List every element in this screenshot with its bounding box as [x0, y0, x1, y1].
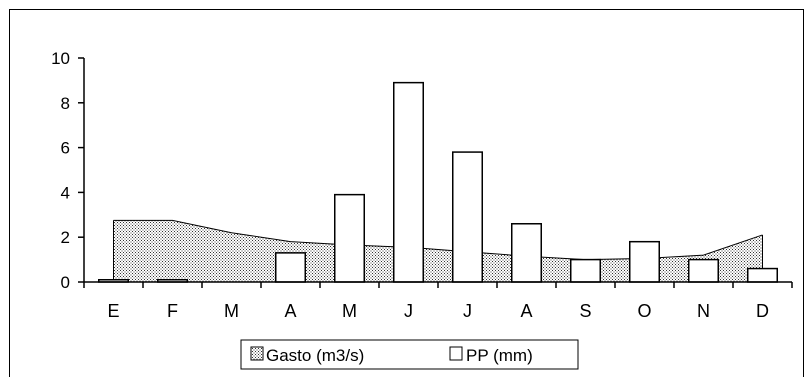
pp-bar-8 — [511, 223, 542, 283]
legend-box — [240, 339, 579, 370]
legend-label-gasto: Gasto (m3/s) — [266, 346, 364, 365]
y-tick-label: 4 — [61, 183, 70, 202]
pp-bar-5 — [334, 193, 365, 283]
pp-bar-4 — [275, 252, 306, 283]
x-tick-label: J — [463, 301, 472, 321]
legend-swatch-gasto — [250, 346, 264, 361]
x-tick-label: E — [107, 301, 119, 321]
x-tick-label: M — [224, 301, 239, 321]
pp-bar-9 — [570, 258, 601, 283]
x-tick-label: F — [167, 301, 178, 321]
x-tick-label: A — [284, 301, 296, 321]
gasto-area-layer — [113, 219, 763, 282]
pp-bar-6 — [393, 81, 424, 283]
x-tick-label: A — [520, 301, 532, 321]
x-tick-label: S — [579, 301, 591, 321]
y-tick-label: 8 — [61, 94, 70, 113]
x-tick-label: O — [637, 301, 651, 321]
x-tick-label: D — [756, 301, 769, 321]
chart-frame — [9, 9, 804, 377]
pp-bar-10 — [629, 240, 660, 283]
x-tick-label: M — [342, 301, 357, 321]
pp-bar-7 — [452, 151, 483, 283]
legend: Gasto (m3/s) PP (mm) — [240, 339, 579, 370]
gasto-area — [113, 220, 763, 282]
y-tick-label: 10 — [51, 49, 70, 68]
pp-bar-12 — [747, 267, 778, 283]
y-tick-label: 2 — [61, 228, 70, 247]
axis-layer: 0 2 4 6 8 10 E F M A M J J A S O N D — [51, 49, 793, 321]
y-tick-label: 0 — [61, 273, 70, 292]
y-tick-label: 6 — [61, 139, 70, 158]
x-tick-label: N — [697, 301, 710, 321]
pp-bar-11 — [688, 258, 719, 283]
pp-bar-layer — [98, 81, 778, 283]
x-tick-label: J — [404, 301, 413, 321]
legend-label-pp: PP (mm) — [466, 346, 533, 365]
legend-swatch-pp — [449, 346, 463, 361]
